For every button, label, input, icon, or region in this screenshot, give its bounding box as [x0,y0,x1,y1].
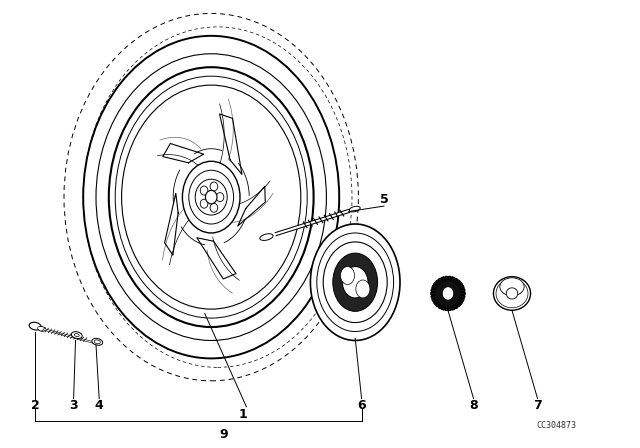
Ellipse shape [38,327,45,331]
Ellipse shape [340,267,355,284]
Ellipse shape [115,76,307,318]
Ellipse shape [122,85,301,309]
Ellipse shape [74,334,79,336]
Ellipse shape [210,182,218,191]
Ellipse shape [500,278,524,296]
Ellipse shape [182,161,240,233]
Ellipse shape [200,186,208,195]
Polygon shape [431,276,465,310]
Polygon shape [197,238,236,279]
Ellipse shape [356,280,370,298]
Ellipse shape [496,279,528,308]
Text: 5: 5 [380,193,388,206]
Ellipse shape [96,54,326,340]
Ellipse shape [349,206,360,212]
Polygon shape [220,114,242,174]
Ellipse shape [210,203,218,212]
Text: 8: 8 [469,399,478,412]
Ellipse shape [323,242,387,323]
Ellipse shape [205,190,217,204]
Polygon shape [163,143,204,163]
Polygon shape [216,206,244,242]
Ellipse shape [200,199,208,208]
Ellipse shape [92,338,102,345]
Ellipse shape [310,224,400,340]
Text: 2: 2 [31,399,40,412]
Ellipse shape [442,287,454,300]
Ellipse shape [83,36,339,358]
Ellipse shape [195,179,227,215]
Polygon shape [237,186,265,226]
Ellipse shape [94,340,100,344]
Ellipse shape [216,193,224,202]
Text: 9: 9 [220,428,228,441]
Polygon shape [164,194,178,255]
Ellipse shape [333,253,378,311]
Ellipse shape [493,276,531,310]
Text: 7: 7 [533,399,542,412]
Polygon shape [221,164,249,197]
Ellipse shape [506,288,518,299]
Polygon shape [173,170,200,204]
Ellipse shape [72,332,82,339]
Ellipse shape [29,322,41,330]
Text: 4: 4 [95,399,104,412]
Ellipse shape [64,13,358,381]
Text: CC304873: CC304873 [537,421,577,430]
Text: 3: 3 [69,399,78,412]
Text: 1: 1 [239,408,248,421]
Ellipse shape [317,233,394,332]
Ellipse shape [342,267,368,298]
Ellipse shape [260,234,273,241]
Ellipse shape [109,67,314,327]
Text: 6: 6 [357,399,366,412]
Polygon shape [195,149,221,181]
Polygon shape [181,208,209,245]
Ellipse shape [189,170,234,224]
